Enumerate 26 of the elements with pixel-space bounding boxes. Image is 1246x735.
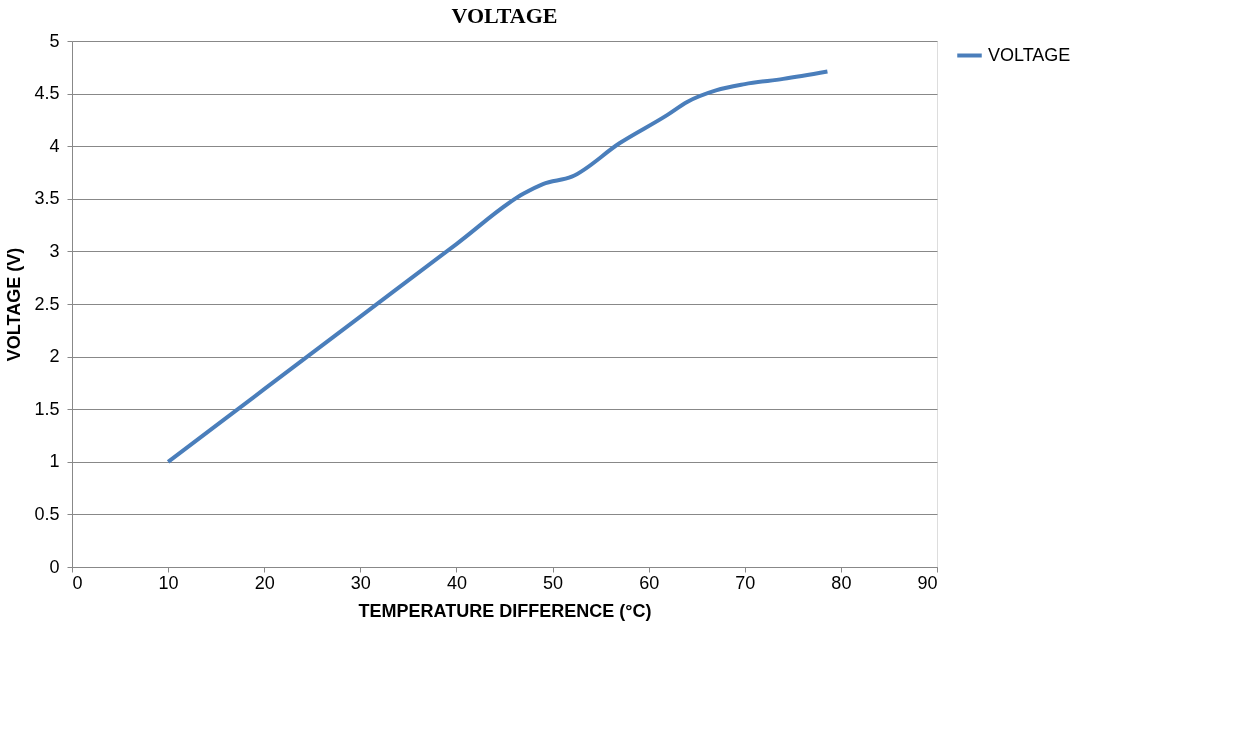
y-tick-label: 0 xyxy=(49,556,60,577)
y-tick-label: 5 xyxy=(49,30,60,51)
x-tick-label: 50 xyxy=(543,572,564,593)
chart-title: VOLTAGE xyxy=(451,3,558,28)
x-tick-label: 90 xyxy=(917,572,938,593)
y-tick-label: 4 xyxy=(49,135,60,156)
y-tick-label: 3.5 xyxy=(34,188,60,209)
y-tick-label: 2.5 xyxy=(34,293,60,314)
x-tick-label: 80 xyxy=(831,572,852,593)
x-tick-label: 40 xyxy=(446,572,467,593)
y-tick-label: 2 xyxy=(49,346,60,367)
y-tick-label: 4.5 xyxy=(34,83,60,104)
legend-label: VOLTAGE xyxy=(988,44,1071,65)
x-tick-label: 70 xyxy=(735,572,756,593)
y-axis-title: VOLTAGE (V) xyxy=(4,247,25,362)
x-tick-label: 20 xyxy=(254,572,275,593)
x-tick-label: 60 xyxy=(639,572,660,593)
y-tick-label: 0.5 xyxy=(34,503,60,524)
x-axis-title: TEMPERATURE DIFFERENCE (°C) xyxy=(358,600,652,621)
y-tick-label: 3 xyxy=(49,240,60,261)
x-tick-label: 10 xyxy=(158,572,179,593)
y-tick-label: 1 xyxy=(49,451,60,472)
line-series xyxy=(166,69,830,464)
y-tick-label: 1.5 xyxy=(34,398,60,419)
x-tick-label: 0 xyxy=(72,572,83,593)
x-tick-label: 30 xyxy=(350,572,371,593)
